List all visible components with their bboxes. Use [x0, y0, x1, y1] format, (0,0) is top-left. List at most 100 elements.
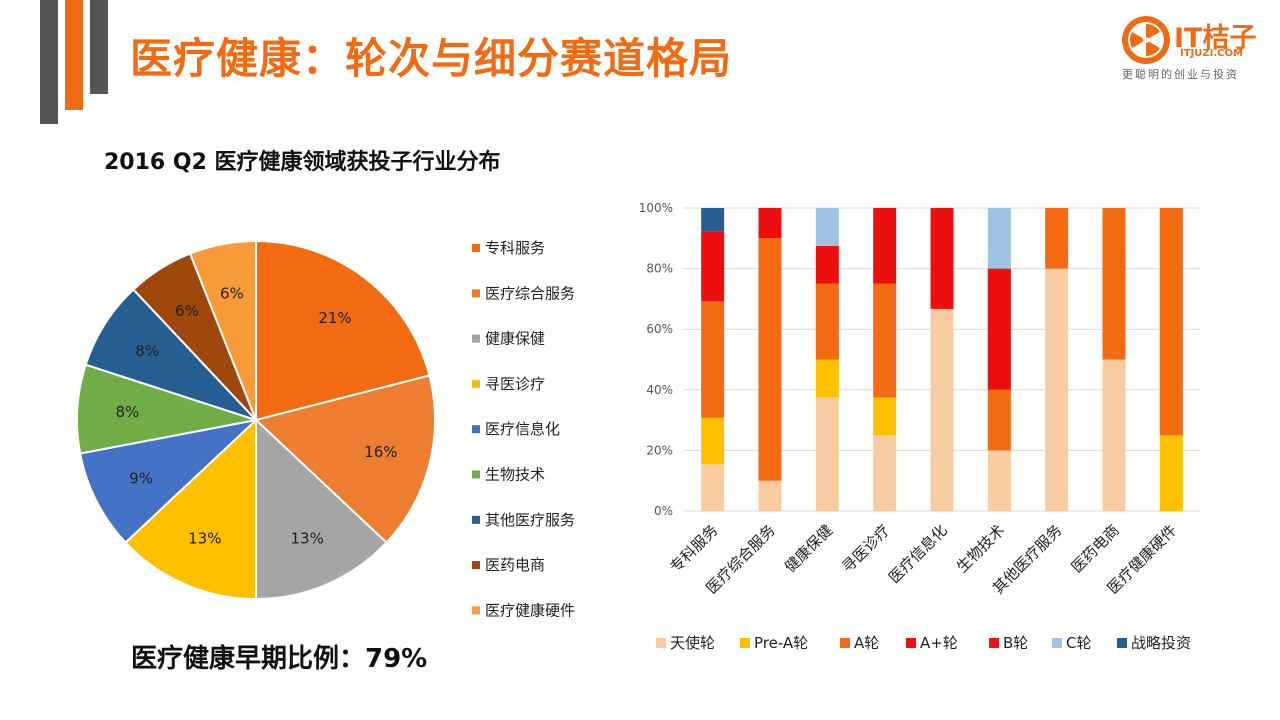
bar-segment	[701, 208, 725, 232]
pie-slice	[188, 239, 257, 421]
bar-segment	[758, 208, 782, 239]
decor-bar-gray	[40, 0, 58, 124]
logo-domain: ITJUZI.COM	[1180, 48, 1243, 59]
pie-legend-label: 其他医疗服务	[485, 511, 575, 529]
bar-segment	[701, 301, 725, 418]
page-title: 医疗健康：轮次与细分赛道格局	[130, 34, 733, 83]
bar-segment	[815, 359, 839, 398]
bar-segment	[1102, 359, 1126, 511]
pie-legend-swatch	[472, 515, 480, 524]
pie-data-label: 6%	[220, 284, 244, 302]
bar-legend-label: 天使轮	[670, 634, 715, 652]
pie-legend-label: 健康保健	[485, 330, 545, 348]
bar-segment	[815, 283, 839, 360]
pie-data-label: 21%	[318, 309, 351, 327]
pie-chart-title: 2016 Q2 医疗健康领域获投子行业分布	[104, 150, 501, 175]
bar-legend-swatch	[656, 638, 666, 648]
pie-legend-label: 医疗信息化	[485, 420, 560, 438]
bar-segment	[873, 435, 897, 511]
bar-segment	[930, 208, 954, 309]
bar-segment	[758, 480, 782, 511]
x-tick-label: 专科服务	[666, 521, 721, 576]
brand-logo: IT桔子 ITJUZI.COM 更聪明的创业与投资	[1120, 14, 1270, 86]
bar-legend-label: Pre-A轮	[754, 634, 808, 652]
bar-segment	[701, 231, 725, 302]
pie-legend-swatch	[472, 561, 480, 570]
decor-bar-gray-short	[90, 0, 108, 94]
bar-segment	[873, 208, 897, 284]
bar-segment	[987, 208, 1011, 269]
bar-segment	[930, 308, 954, 511]
bar-legend-swatch	[906, 638, 916, 648]
pie-legend-label: 医疗综合服务	[485, 284, 575, 302]
pie-data-label: 13%	[188, 529, 221, 547]
bar-segment	[1159, 435, 1183, 511]
pie-data-label: 16%	[364, 443, 397, 461]
bar-legend-label: C轮	[1066, 634, 1091, 652]
logo-name: IT桔子	[1174, 23, 1257, 54]
x-tick-label: 寻医诊疗	[838, 521, 893, 576]
bar-legend-label: B轮	[1003, 634, 1028, 652]
decor-bar-orange	[65, 0, 83, 110]
pie-legend-swatch	[472, 606, 480, 615]
bar-legend-swatch	[740, 638, 750, 648]
bar-legend-swatch	[840, 638, 850, 648]
bar-segment	[1159, 208, 1183, 436]
pie-data-label: 8%	[135, 342, 159, 360]
pie-legend-swatch	[472, 244, 480, 252]
pie-legend-swatch	[472, 289, 480, 298]
pie-slice	[255, 239, 431, 422]
bar-segment	[987, 450, 1011, 511]
bar-legend-label: A+轮	[920, 634, 958, 652]
x-tick-label: 医疗信息化	[885, 521, 951, 587]
y-tick-label: 0%	[654, 504, 673, 518]
bar-legend-swatch	[1117, 638, 1127, 648]
early-stage-ratio: 医疗健康早期比例：79%	[131, 644, 428, 674]
bar-segment	[987, 389, 1011, 451]
pie-legend-label: 医疗健康硬件	[485, 601, 575, 619]
pie-chart: 21% 16% 13% 13% 9% 8% 8% 6% 6% 专科服务医疗综合服务健康保健寻医诊疗…	[76, 239, 575, 619]
pie-slice	[84, 288, 257, 421]
pie-data-label: 8%	[115, 403, 139, 421]
pie-legend-swatch	[472, 470, 480, 479]
y-tick-label: 20%	[646, 443, 673, 457]
bar-segment	[815, 245, 839, 284]
bar-segment	[873, 397, 897, 436]
pie-data-label: 6%	[175, 302, 199, 320]
y-tick-label: 60%	[646, 322, 673, 336]
pie-slice	[79, 418, 260, 544]
pie-data-label: 9%	[129, 470, 153, 488]
logo-slogan: 更聪明的创业与投资	[1122, 68, 1239, 81]
bar-segment	[1102, 208, 1126, 360]
pie-legend-swatch	[472, 379, 480, 388]
x-tick-label: 健康保健	[781, 521, 836, 576]
bar-segment	[701, 417, 725, 465]
bar-legend-label: A轮	[854, 634, 879, 652]
y-tick-label: 100%	[639, 201, 673, 215]
pie-slice	[124, 417, 257, 601]
y-tick-label: 40%	[646, 383, 673, 397]
pie-legend-swatch	[472, 334, 480, 343]
bar-segment	[1045, 208, 1069, 269]
bar-legend-label: 战略投资	[1131, 634, 1191, 652]
pie-legend-label: 专科服务	[485, 239, 545, 257]
pie-legend-label: 寻医诊疗	[485, 375, 545, 393]
bar-segment	[1045, 268, 1069, 511]
y-tick-label: 80%	[646, 262, 673, 276]
pie-legend-swatch	[472, 425, 480, 434]
pie-data-label: 13%	[291, 529, 324, 547]
bar-segment	[987, 268, 1011, 390]
bar-segment	[815, 208, 839, 246]
pie-legend-label: 生物技术	[485, 466, 545, 484]
bar-segment	[873, 283, 897, 398]
bar-segment	[758, 238, 782, 481]
x-tick-label: 医药电商	[1068, 521, 1123, 576]
bar-legend-swatch	[989, 638, 999, 648]
orange-slice-icon	[1122, 16, 1170, 64]
pie-slice	[255, 417, 388, 601]
bar-legend-swatch	[1052, 638, 1062, 648]
pie-slice	[253, 374, 436, 544]
pie-legend-label: 医药电商	[485, 556, 545, 574]
bar-segment	[701, 464, 725, 511]
